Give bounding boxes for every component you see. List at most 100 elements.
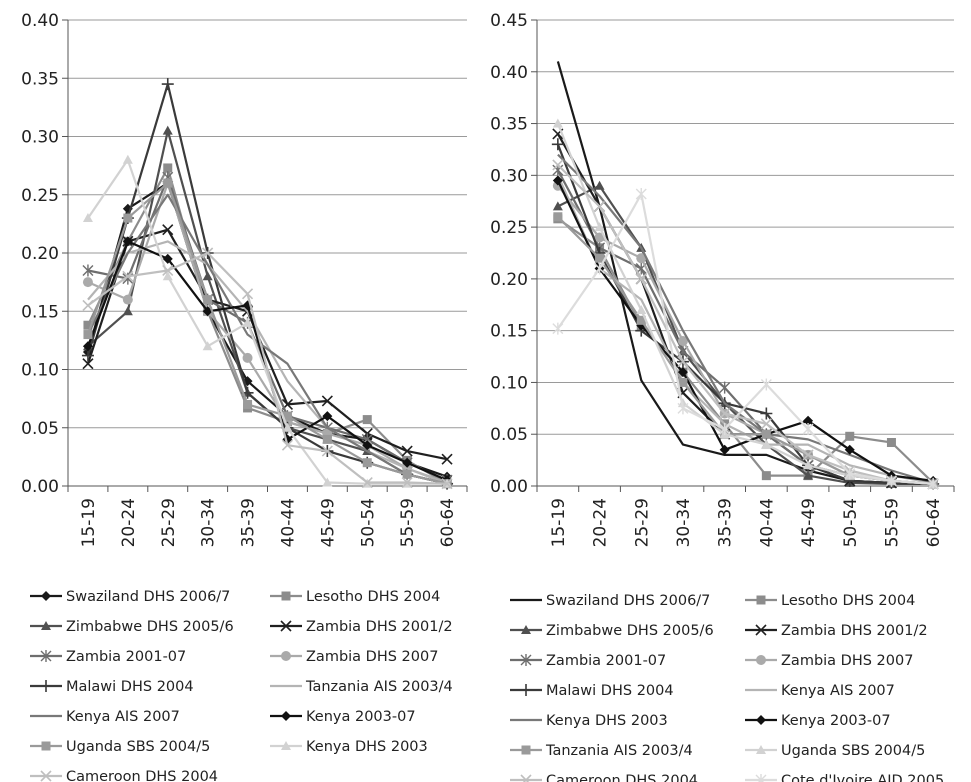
data-point xyxy=(82,299,94,311)
y-tick-label: 0.40 xyxy=(490,63,528,83)
legend-marker xyxy=(41,621,51,630)
data-point xyxy=(83,320,93,330)
data-point xyxy=(202,341,213,351)
legend-entry: Lesotho DHS 2004 xyxy=(306,589,440,605)
y-tick-label: 0.00 xyxy=(490,477,528,497)
data-point xyxy=(594,180,605,190)
data-point xyxy=(803,470,814,480)
legend-entry: Zimbabwe DHS 2005/6 xyxy=(66,619,234,635)
y-tick-label: 0.05 xyxy=(490,425,528,445)
series-line xyxy=(86,228,448,461)
series-line xyxy=(556,133,934,485)
x-tick-label: 40-44 xyxy=(757,498,777,547)
x-tick-label: 50-54 xyxy=(358,498,378,547)
y-tick-label: 0.25 xyxy=(490,218,528,238)
legend-marker xyxy=(41,741,51,751)
y-tick-label: 0.20 xyxy=(21,244,59,264)
legend-entry: Malawi DHS 2004 xyxy=(546,683,674,699)
data-point xyxy=(321,445,333,457)
data-point xyxy=(402,469,412,479)
series-line xyxy=(556,169,934,485)
data-point xyxy=(282,422,293,432)
legend-marker xyxy=(756,655,766,665)
data-point xyxy=(161,78,174,91)
legend-marker xyxy=(755,774,767,782)
series-line xyxy=(557,217,934,484)
x-tick-label: 15-19 xyxy=(79,498,99,547)
data-point xyxy=(322,477,333,487)
series-line xyxy=(86,182,448,485)
legend-marker xyxy=(520,654,532,666)
data-point xyxy=(595,253,605,263)
data-point xyxy=(761,429,771,439)
series-line xyxy=(87,158,448,485)
series-line xyxy=(556,180,934,482)
y-tick-label: 0.10 xyxy=(490,373,528,393)
legend-marker xyxy=(40,770,52,782)
legend-entry: Tanzania AIS 2003/4 xyxy=(545,743,693,759)
x-tick-label: 25-29 xyxy=(159,498,179,547)
data-point xyxy=(82,341,93,352)
legend-entry: Zambia DHS 2001/2 xyxy=(781,623,928,639)
data-point xyxy=(163,178,173,188)
legend-entry: Tanzania AIS 2003/4 xyxy=(305,679,453,695)
data-point xyxy=(162,271,173,281)
legend-entry: Zimbabwe DHS 2005/6 xyxy=(546,623,714,639)
data-point xyxy=(802,449,814,461)
legend-marker xyxy=(40,650,52,662)
data-point xyxy=(927,477,939,490)
series-line xyxy=(556,123,934,485)
legend-entry: Zambia 2001-07 xyxy=(546,653,666,669)
legend-marker xyxy=(520,684,532,696)
data-point xyxy=(122,270,134,282)
data-point xyxy=(122,294,133,305)
legend-entry: Kenya AIS 2007 xyxy=(781,683,895,699)
data-point xyxy=(322,434,332,444)
data-point xyxy=(82,277,93,288)
legend-marker xyxy=(281,711,291,721)
data-point xyxy=(593,200,606,212)
y-tick-label: 0.30 xyxy=(21,128,59,148)
data-point xyxy=(677,402,689,415)
data-point xyxy=(719,423,731,436)
data-point xyxy=(635,187,647,200)
x-tick-label: 50-54 xyxy=(841,498,861,547)
data-point xyxy=(594,232,605,243)
data-point xyxy=(82,358,94,370)
y-tick-label: 0.20 xyxy=(490,270,528,290)
data-point xyxy=(636,315,646,325)
y-tick-label: 0.30 xyxy=(490,166,528,186)
data-point xyxy=(552,322,564,335)
series-line xyxy=(87,251,448,485)
y-tick-label: 0.15 xyxy=(21,302,59,322)
legend-entry: Swaziland DHS 2006/7 xyxy=(546,593,710,609)
data-point xyxy=(760,418,772,430)
data-point xyxy=(635,273,647,285)
x-tick-label: 15-19 xyxy=(549,498,569,547)
data-point xyxy=(844,444,855,455)
series-line xyxy=(87,240,448,485)
data-point xyxy=(845,431,855,441)
data-point xyxy=(760,378,772,391)
data-point xyxy=(803,460,814,470)
data-point xyxy=(552,175,563,186)
data-point xyxy=(242,352,253,363)
data-point xyxy=(162,224,174,236)
x-tick-label: 55-59 xyxy=(882,498,902,547)
data-point xyxy=(719,444,730,455)
y-tick-label: 0.10 xyxy=(21,361,59,381)
data-point xyxy=(241,288,254,300)
data-point xyxy=(719,407,731,420)
x-tick-label: 45-49 xyxy=(318,498,338,547)
data-point xyxy=(719,381,731,394)
data-point xyxy=(551,138,564,151)
data-point xyxy=(203,295,213,305)
x-tick-label: 20-24 xyxy=(119,498,139,547)
series-line xyxy=(86,82,448,485)
legend-entry: Kenya AIS 2007 xyxy=(66,709,180,725)
legend-entry: Zambia 2001-07 xyxy=(66,649,186,665)
data-point xyxy=(123,213,133,223)
legend-marker xyxy=(756,595,766,605)
data-point xyxy=(163,163,173,173)
legend-marker xyxy=(281,651,291,661)
